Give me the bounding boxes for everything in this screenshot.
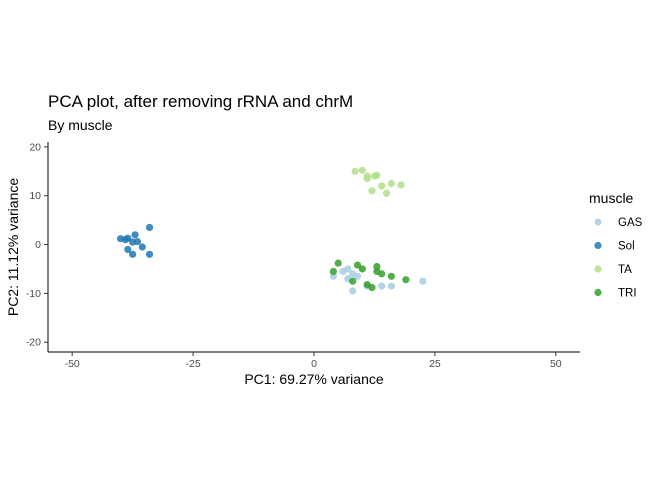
data-point-tri: [402, 276, 410, 284]
data-point-ta: [358, 166, 366, 174]
y-tick-label: -20: [26, 337, 41, 349]
legend-label-ta: TA: [618, 264, 632, 276]
chart-subtitle: By muscle: [48, 117, 113, 133]
data-point-ta: [373, 171, 381, 179]
y-tick-label: 20: [29, 141, 41, 153]
data-point-tri: [387, 272, 395, 280]
chart-title: PCA plot, after removing rRNA and chrM: [48, 92, 354, 111]
x-tick-label: -25: [185, 358, 200, 370]
y-tick-label: 0: [35, 239, 41, 251]
data-point-tri: [353, 261, 362, 269]
legend-label-gas: GAS: [618, 217, 643, 229]
x-tick-label: 50: [550, 358, 562, 370]
data-point-tri: [378, 270, 386, 278]
data-point-ta: [382, 189, 391, 197]
data-point-sol: [145, 223, 154, 232]
data-point-sol: [145, 250, 154, 258]
data-point-gas: [387, 282, 395, 290]
data-point-tri: [363, 281, 371, 289]
data-point-ta: [363, 175, 371, 183]
data-point-gas: [353, 272, 362, 280]
legend-label-tri: TRI: [618, 288, 637, 300]
data-point-sol: [124, 234, 132, 242]
data-point-sol: [124, 245, 132, 254]
y-tick-label: 10: [29, 190, 41, 202]
data-point-sol: [133, 238, 142, 246]
data-point-ta: [368, 187, 376, 195]
data-point-tri: [349, 277, 357, 285]
x-tick-label: 0: [311, 358, 317, 370]
legend-key-tri: [594, 288, 602, 297]
y-axis-title: PC2: 11.12% variance: [5, 178, 21, 316]
data-point-sol: [131, 231, 139, 239]
data-point-gas: [419, 277, 427, 285]
data-point-sol: [138, 243, 146, 251]
x-axis-title: PC1: 69.27% variance: [244, 371, 384, 387]
data-points: [116, 166, 427, 295]
data-point-ta: [387, 179, 395, 188]
data-point-tri: [334, 259, 342, 267]
data-point-gas: [344, 265, 352, 273]
legend: muscle GAS Sol TA TRI: [589, 190, 643, 300]
data-point-ta: [397, 181, 405, 189]
data-point-gas: [349, 287, 357, 295]
data-point-sol: [129, 250, 137, 258]
axes: -50 -25 0 25 50 -20 -10 0 10 20 PC1: 69.27% varian…: [5, 141, 580, 387]
legend-label-sol: Sol: [618, 241, 635, 253]
data-point-gas: [378, 282, 386, 290]
data-point-ta: [351, 167, 359, 175]
x-tick-label: -50: [65, 358, 80, 370]
data-point-tri: [329, 267, 337, 276]
x-tick-label: 25: [429, 358, 441, 370]
y-tick-label: -10: [26, 288, 41, 300]
legend-title: muscle: [589, 190, 634, 206]
data-point-tri: [358, 265, 366, 273]
legend-key-gas: [594, 218, 602, 226]
legend-key-ta: [594, 265, 602, 273]
legend-key-sol: [594, 241, 602, 250]
data-point-ta: [378, 182, 386, 190]
